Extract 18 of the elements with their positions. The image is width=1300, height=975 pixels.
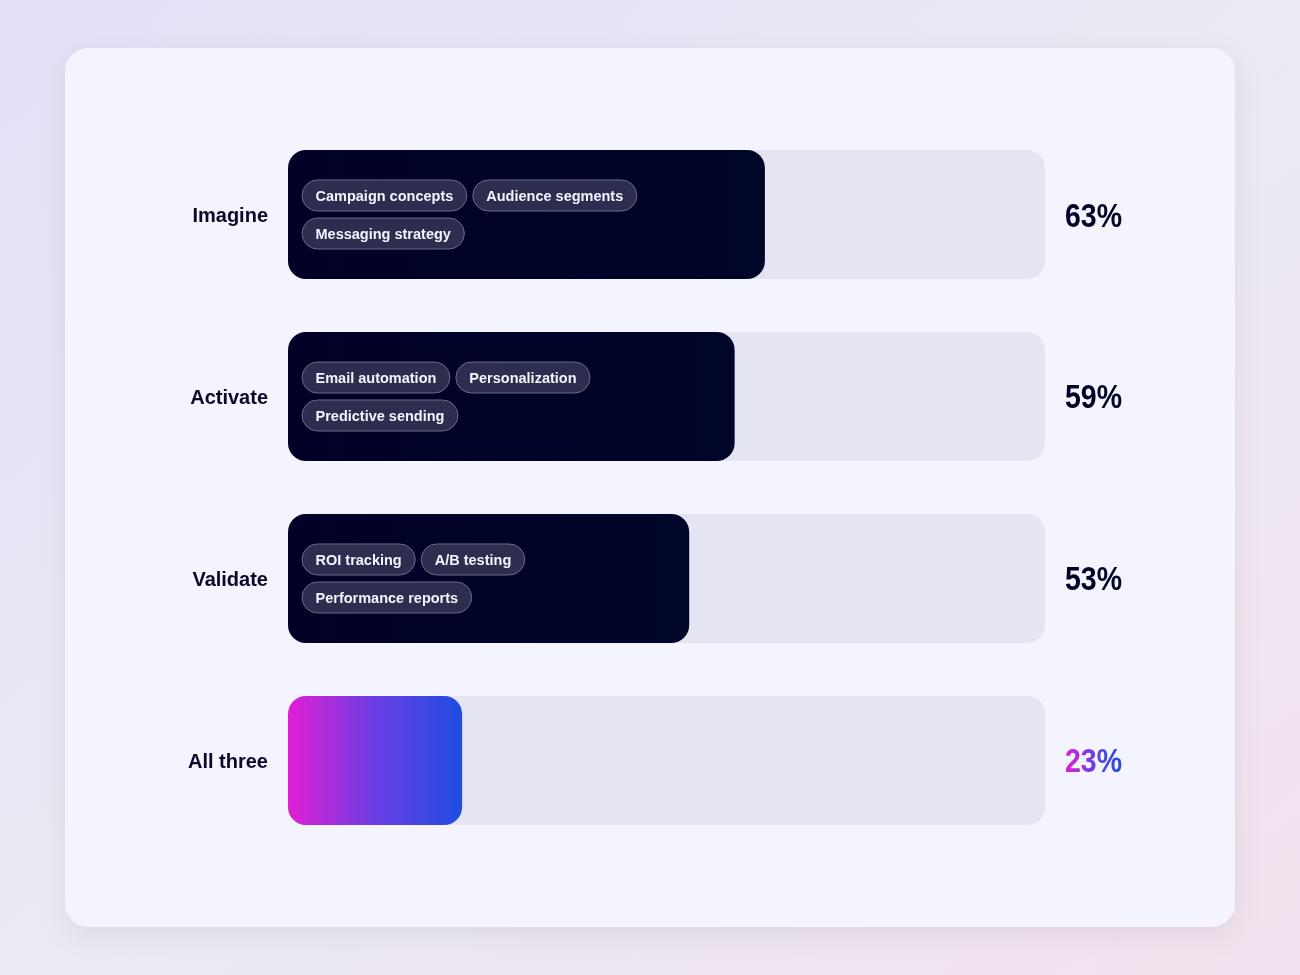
y-tick-label: Validate	[192, 567, 268, 590]
y-tick-label: All three	[187, 749, 268, 772]
data-label: 63%	[1065, 196, 1122, 235]
y-tick-label: Activate	[190, 385, 268, 408]
data-label: 23%	[1065, 742, 1122, 781]
annotation: Email automation	[315, 369, 437, 386]
annotation: ROI tracking	[315, 551, 402, 568]
annotation: Personalization	[469, 369, 577, 386]
annotation: Audience segments	[486, 187, 624, 204]
y-tick-label: Imagine	[192, 203, 268, 226]
annotation: Campaign concepts	[315, 187, 454, 204]
annotation: Predictive sending	[315, 407, 445, 424]
bar	[288, 695, 463, 825]
data-label: 59%	[1065, 378, 1122, 417]
annotation: Performance reports	[315, 589, 459, 606]
annotation: A/B testing	[434, 551, 512, 568]
annotation: Messaging strategy	[315, 225, 451, 242]
data-label: 53%	[1065, 560, 1122, 599]
